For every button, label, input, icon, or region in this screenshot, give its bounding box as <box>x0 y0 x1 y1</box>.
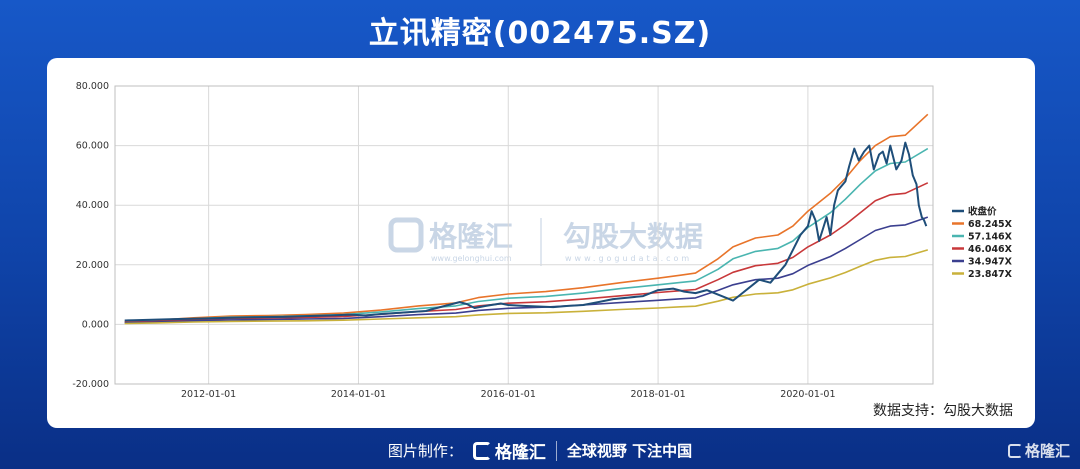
watermark-brand2-url: www.gogudata.com <box>565 254 692 263</box>
watermark-g-icon <box>388 217 424 253</box>
plot-border <box>114 85 934 385</box>
y-tick-label: 0.000 <box>82 319 109 330</box>
series-line-57.146X <box>124 147 929 323</box>
legend-label: 23.847X <box>968 269 1013 280</box>
x-tick-label: 2016-01-01 <box>481 389 536 400</box>
watermark-brand1-url: www.gelonghui.com <box>431 254 512 263</box>
legend-label: 57.146X <box>968 232 1013 243</box>
corner-logo-text: 格隆汇 <box>1024 442 1070 460</box>
legend-label: 34.947X <box>968 257 1013 268</box>
data-support-text: 数据支持：勾股大数据 <box>873 403 1013 419</box>
x-tick-label: 2014-01-01 <box>331 389 386 400</box>
y-tick-label: 20.000 <box>76 260 109 271</box>
page-title: 立讯精密(002475.SZ) <box>368 16 712 51</box>
watermark-brand1: 格隆汇 <box>429 220 513 253</box>
footer: 图片制作： 格隆汇 全球视野 下注中国 <box>0 432 1080 469</box>
footer-logo: 格隆汇 <box>472 438 546 463</box>
y-tick-label: 60.000 <box>76 141 109 152</box>
x-tick-label: 2012-01-01 <box>181 389 236 400</box>
footer-logo-text: 格隆汇 <box>494 443 546 463</box>
series-line-46.046X <box>124 182 929 324</box>
series-line-收盘价 <box>124 141 928 322</box>
x-tick-label: 2020-01-01 <box>780 389 835 400</box>
corner-g-icon <box>1007 443 1022 458</box>
brand-g-icon <box>472 441 491 460</box>
corner-logo: 格隆汇 <box>1007 440 1070 461</box>
footer-slogan: 全球视野 下注中国 <box>566 442 693 460</box>
y-tick-label: 80.000 <box>76 81 109 92</box>
y-tick-label: 40.000 <box>76 200 109 211</box>
legend-label: 46.046X <box>968 244 1013 255</box>
series-line-23.847X <box>124 249 929 325</box>
chart-panel: 格隆汇 www.gelonghui.com 勾股大数据 www.gogudata.co… <box>47 58 1035 428</box>
legend-label: 收盘价 <box>968 206 997 218</box>
footer-divider <box>555 440 557 461</box>
legend-label: 68.245X <box>968 219 1013 230</box>
watermark-brand2: 勾股大数据 <box>563 220 703 253</box>
y-tick-label: -20.000 <box>72 379 109 390</box>
made-by-label: 图片制作： <box>387 442 463 460</box>
series-line-34.947X <box>124 216 929 324</box>
x-tick-label: 2018-01-01 <box>630 389 685 400</box>
